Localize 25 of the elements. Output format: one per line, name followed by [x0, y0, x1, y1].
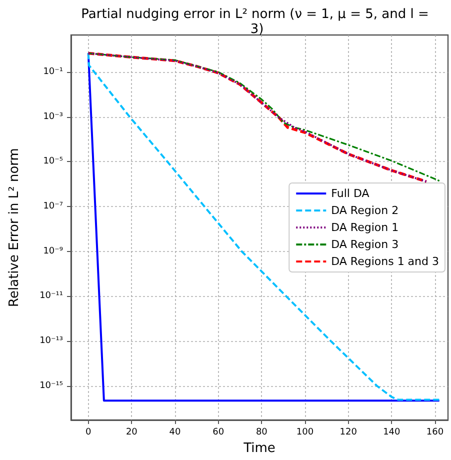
y-tick-label: 10⁻¹⁵ [40, 380, 64, 391]
x-tick-label: 0 [85, 428, 92, 438]
x-tick-label: 60 [212, 428, 224, 438]
y-tick-label: 10⁻³ [43, 112, 64, 122]
y-tick-label: 10⁻¹³ [40, 336, 64, 346]
legend-label: DA Region 1 [331, 221, 399, 234]
x-tick-label: 20 [126, 428, 138, 438]
y-tick-label: 10⁻¹¹ [40, 291, 64, 302]
x-tick-label: 140 [383, 428, 401, 438]
y-tick-label: 10⁻⁹ [43, 246, 64, 256]
y-axis-title: Relative Error in L² norm [7, 148, 22, 307]
chart-title: Partial nudging error in L² norm (ν = 1, μ = 5, and l = 3) [81, 7, 429, 37]
x-tick-label: 80 [256, 428, 268, 438]
legend-label: DA Region 2 [331, 204, 399, 217]
legend-label: Full DA [331, 187, 370, 200]
x-tick-label: 100 [296, 428, 314, 438]
x-tick-label: 160 [426, 428, 444, 438]
legend-label: DA Regions 1 and 3 [331, 255, 440, 268]
x-tick-label: 120 [340, 428, 358, 438]
x-axis-title: Time [242, 441, 276, 456]
x-tick-label: 40 [169, 428, 181, 438]
legend-label: DA Region 3 [331, 238, 399, 251]
y-tick-label: 10⁻¹ [43, 67, 64, 78]
y-tick-label: 10⁻⁵ [43, 156, 64, 167]
y-tick-label: 10⁻⁷ [43, 202, 64, 212]
